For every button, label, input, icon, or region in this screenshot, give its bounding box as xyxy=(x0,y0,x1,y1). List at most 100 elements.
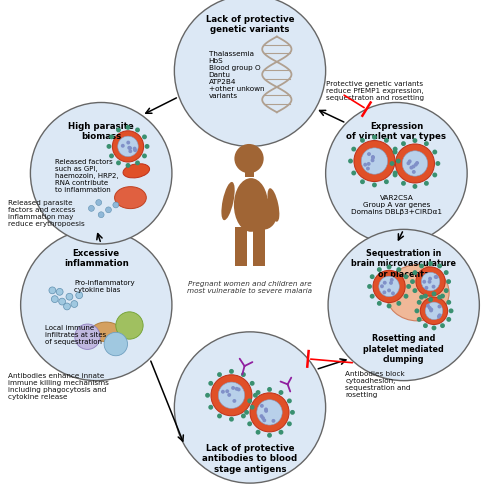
Circle shape xyxy=(377,267,382,272)
Circle shape xyxy=(412,288,418,293)
Circle shape xyxy=(428,306,432,310)
Circle shape xyxy=(174,332,326,483)
Circle shape xyxy=(253,393,258,398)
Circle shape xyxy=(262,418,266,422)
Circle shape xyxy=(396,159,401,163)
Circle shape xyxy=(144,144,150,149)
Ellipse shape xyxy=(114,186,146,209)
Circle shape xyxy=(382,290,386,294)
Circle shape xyxy=(387,288,391,292)
Circle shape xyxy=(419,295,424,300)
Circle shape xyxy=(432,149,437,154)
Circle shape xyxy=(416,300,422,305)
Circle shape xyxy=(371,156,375,160)
Circle shape xyxy=(428,277,432,281)
Circle shape xyxy=(419,264,424,268)
Circle shape xyxy=(373,270,405,303)
Circle shape xyxy=(278,390,283,395)
Circle shape xyxy=(404,274,408,279)
Circle shape xyxy=(326,102,467,244)
Circle shape xyxy=(390,161,394,166)
Circle shape xyxy=(437,295,442,300)
Circle shape xyxy=(446,300,451,305)
Circle shape xyxy=(367,284,372,289)
Circle shape xyxy=(371,155,375,159)
Circle shape xyxy=(437,315,441,319)
Circle shape xyxy=(261,416,265,420)
Text: Lack of protective
antibodies to blood
stage antigens: Lack of protective antibodies to blood s… xyxy=(202,444,298,474)
Circle shape xyxy=(428,280,432,284)
Circle shape xyxy=(379,276,400,297)
Circle shape xyxy=(112,131,144,162)
Circle shape xyxy=(448,308,454,313)
Circle shape xyxy=(267,387,272,392)
Circle shape xyxy=(415,161,419,165)
Text: Released parasite
factors and excess
inflammation may
reduce erythropoesis: Released parasite factors and excess inf… xyxy=(8,200,85,227)
Text: Local immune
infiltrates at sites
of sequestration: Local immune infiltrates at sites of seq… xyxy=(45,325,106,345)
Circle shape xyxy=(328,229,480,381)
Text: High parasite
biomass: High parasite biomass xyxy=(68,122,134,142)
Ellipse shape xyxy=(222,182,234,220)
Circle shape xyxy=(234,387,238,391)
Circle shape xyxy=(360,179,365,184)
Circle shape xyxy=(366,162,370,166)
Circle shape xyxy=(422,280,426,284)
Circle shape xyxy=(434,275,438,279)
Circle shape xyxy=(66,293,73,300)
Text: Rosetting and
platelet mediated
clumping: Rosetting and platelet mediated clumping xyxy=(364,334,444,364)
Circle shape xyxy=(218,382,244,408)
Circle shape xyxy=(208,381,213,386)
Circle shape xyxy=(412,164,416,168)
Circle shape xyxy=(128,149,132,153)
Circle shape xyxy=(76,292,82,299)
Ellipse shape xyxy=(123,163,150,178)
Circle shape xyxy=(392,146,398,151)
Circle shape xyxy=(260,404,264,408)
Circle shape xyxy=(71,301,78,307)
Circle shape xyxy=(386,304,392,308)
Circle shape xyxy=(432,173,437,178)
Circle shape xyxy=(444,270,448,275)
Circle shape xyxy=(52,296,58,303)
Circle shape xyxy=(96,200,102,205)
Text: Thalassemia
HbS
Blood group O
Dantu
ATP2B4
+other unkown
variants: Thalassemia HbS Blood group O Dantu ATP2… xyxy=(208,51,264,99)
Circle shape xyxy=(430,307,434,311)
Circle shape xyxy=(389,281,393,285)
Circle shape xyxy=(354,141,395,182)
Circle shape xyxy=(126,125,130,130)
Circle shape xyxy=(132,147,136,151)
Circle shape xyxy=(446,317,451,322)
Circle shape xyxy=(287,398,292,403)
Text: Sequestration in
brain microvasculature
or placenta: Sequestration in brain microvasculature … xyxy=(351,249,456,279)
Circle shape xyxy=(104,332,128,356)
Circle shape xyxy=(432,325,436,330)
Circle shape xyxy=(432,285,436,288)
Circle shape xyxy=(228,393,231,397)
Circle shape xyxy=(414,308,420,313)
Bar xyxy=(253,227,264,266)
Circle shape xyxy=(49,287,56,294)
Circle shape xyxy=(290,410,295,415)
Circle shape xyxy=(229,369,234,374)
Circle shape xyxy=(226,389,229,393)
Circle shape xyxy=(410,165,414,169)
Circle shape xyxy=(264,409,268,413)
Circle shape xyxy=(211,375,252,416)
Circle shape xyxy=(370,159,374,163)
Ellipse shape xyxy=(250,198,277,230)
Circle shape xyxy=(367,152,371,156)
Circle shape xyxy=(406,284,411,289)
Text: Lack of protective
genetic variants: Lack of protective genetic variants xyxy=(206,15,294,34)
Circle shape xyxy=(428,297,433,302)
Circle shape xyxy=(229,417,234,422)
Circle shape xyxy=(410,279,415,284)
Circle shape xyxy=(440,294,445,299)
Circle shape xyxy=(247,398,252,403)
Circle shape xyxy=(109,134,114,140)
Circle shape xyxy=(401,141,406,146)
Circle shape xyxy=(423,294,428,299)
Circle shape xyxy=(392,171,398,176)
Circle shape xyxy=(116,127,121,132)
Circle shape xyxy=(401,181,406,186)
Circle shape xyxy=(396,267,402,272)
